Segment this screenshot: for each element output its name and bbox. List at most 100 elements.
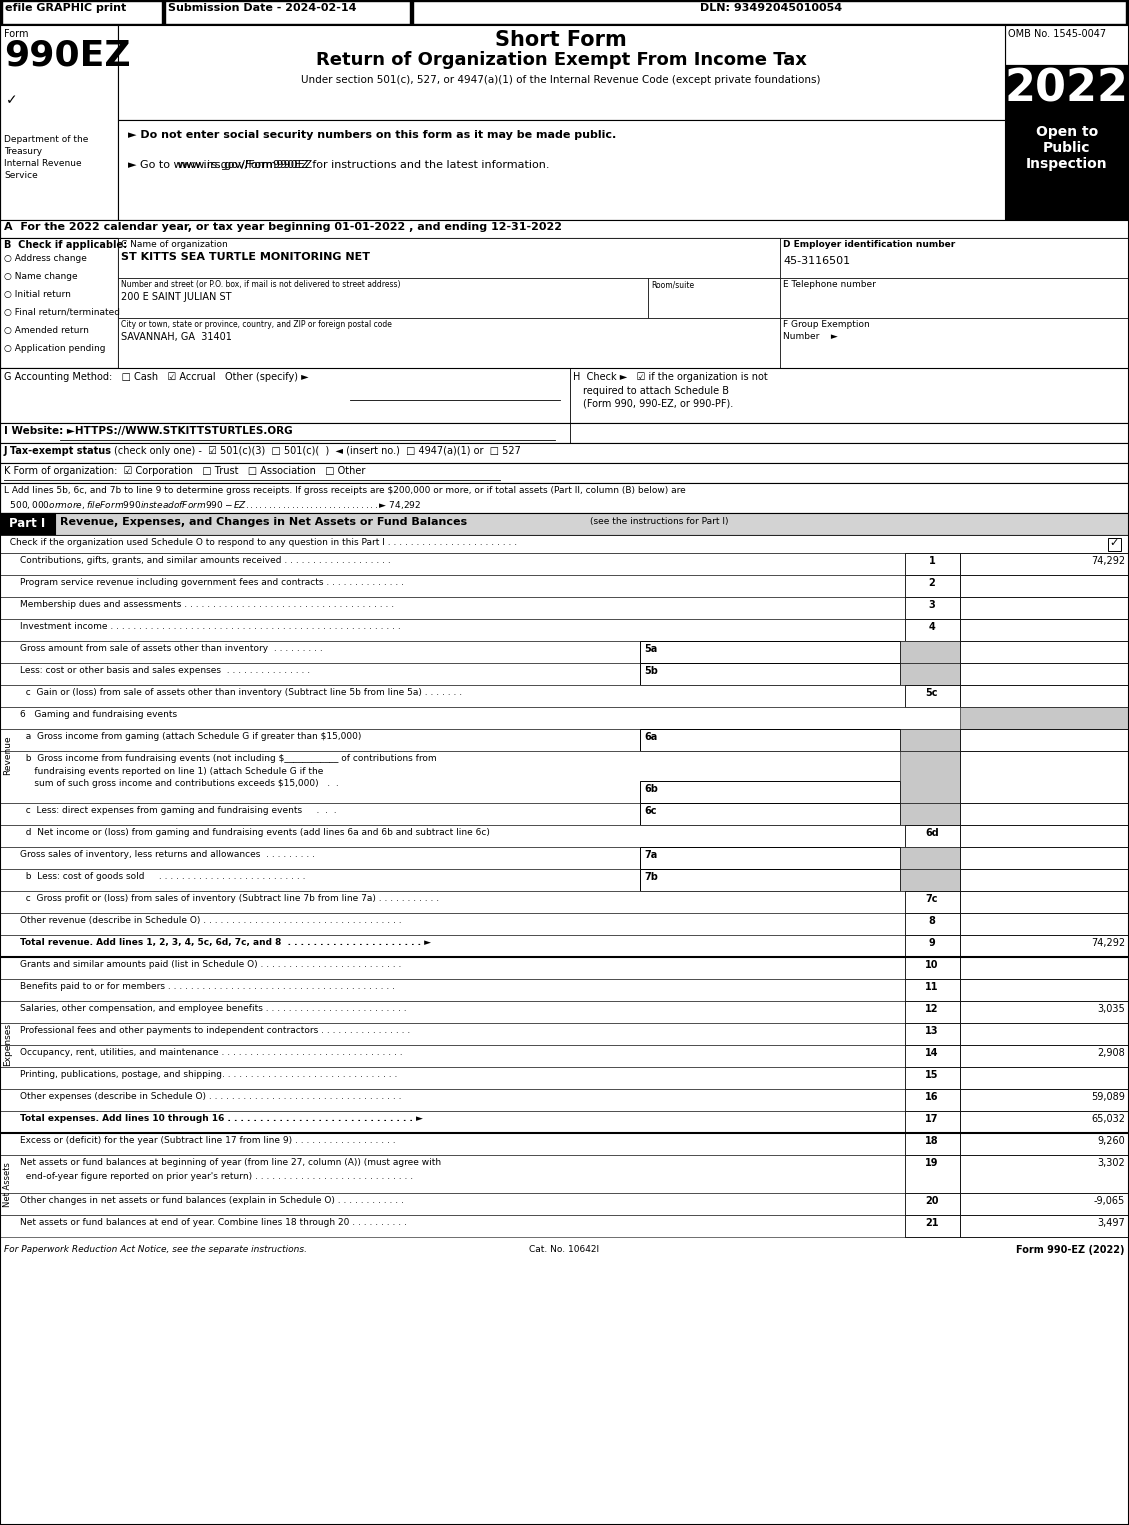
Text: ► Go to www.irs.gov/Form990EZ for instructions and the latest information.: ► Go to www.irs.gov/Form990EZ for instru… (128, 160, 550, 169)
Bar (960, 935, 1129, 958)
Bar (0, 483, 1129, 512)
Bar (0, 238, 119, 368)
Text: Gross sales of inventory, less returns and allowances  . . . . . . . . .: Gross sales of inventory, less returns a… (20, 849, 315, 859)
Text: Check if the organization used Schedule O to respond to any question in this Par: Check if the organization used Schedule … (5, 538, 517, 547)
Text: ► Do not enter social security numbers on this form as it may be made public.: ► Do not enter social security numbers o… (128, 130, 616, 140)
Bar (0, 24, 119, 220)
Bar (780, 278, 1129, 319)
Text: 2022: 2022 (1005, 67, 1129, 110)
Bar (960, 1215, 1129, 1237)
Text: ✓: ✓ (6, 93, 18, 107)
Text: Gross amount from sale of assets other than inventory  . . . . . . . . .: Gross amount from sale of assets other t… (20, 644, 323, 653)
Text: (Form 990, 990-EZ, or 990-PF).: (Form 990, 990-EZ, or 990-PF). (583, 398, 733, 409)
Text: Short Form: Short Form (496, 30, 627, 50)
Text: 65,032: 65,032 (1091, 1113, 1124, 1124)
Text: efile GRAPHIC print: efile GRAPHIC print (5, 3, 126, 14)
Bar (0, 220, 1129, 238)
Bar (0, 891, 1129, 913)
Bar (0, 619, 1129, 640)
Bar (960, 640, 1129, 663)
Bar (780, 319, 1129, 368)
Bar (905, 575, 960, 596)
Text: (see the instructions for Part I): (see the instructions for Part I) (590, 517, 728, 526)
Bar (960, 869, 1129, 891)
Text: Membership dues and assessments . . . . . . . . . . . . . . . . . . . . . . . . : Membership dues and assessments . . . . … (20, 599, 394, 608)
Text: 6c: 6c (644, 807, 656, 816)
Bar (960, 1089, 1129, 1112)
Bar (0, 663, 1129, 685)
Text: Form 990-EZ (2022): Form 990-EZ (2022) (1016, 1244, 1124, 1255)
Text: 14: 14 (926, 1048, 938, 1058)
Text: Under section 501(c), 527, or 4947(a)(1) of the Internal Revenue Code (except pr: Under section 501(c), 527, or 4947(a)(1)… (301, 75, 821, 85)
Bar (960, 846, 1129, 869)
Text: Expenses: Expenses (3, 1023, 12, 1066)
Bar (0, 958, 1129, 979)
Text: Total revenue. Add lines 1, 2, 3, 4, 5c, 6d, 7c, and 8  . . . . . . . . . . . . : Total revenue. Add lines 1, 2, 3, 4, 5c,… (20, 938, 431, 947)
Text: Department of the: Department of the (5, 136, 88, 143)
Text: 7b: 7b (644, 872, 658, 881)
Text: $500,000 or more, file Form 990 instead of Form 990-EZ . . . . . . . . . . . . .: $500,000 or more, file Form 990 instead … (5, 499, 421, 511)
Bar (1005, 66, 1129, 120)
Text: H  Check ►   ☑ if the organization is not: H Check ► ☑ if the organization is not (574, 372, 768, 381)
Text: 19: 19 (926, 1157, 938, 1168)
Bar (960, 1112, 1129, 1133)
Bar (0, 825, 1129, 846)
Bar (905, 1045, 960, 1067)
Text: 3,497: 3,497 (1097, 1218, 1124, 1228)
Text: -9,065: -9,065 (1094, 1196, 1124, 1206)
Bar (905, 1215, 960, 1237)
Bar (0, 1068, 1129, 1089)
Bar (1005, 24, 1129, 66)
Text: SAVANNAH, GA  31401: SAVANNAH, GA 31401 (121, 332, 231, 342)
Text: Number    ►: Number ► (784, 332, 838, 342)
Bar (0, 1045, 1129, 1067)
Bar (960, 1000, 1129, 1023)
Text: 74,292: 74,292 (1091, 938, 1124, 949)
Bar (640, 640, 900, 663)
Text: L Add lines 5b, 6c, and 7b to line 9 to determine gross receipts. If gross recei: L Add lines 5b, 6c, and 7b to line 9 to … (5, 486, 685, 496)
Text: E Telephone number: E Telephone number (784, 281, 876, 290)
Bar (960, 958, 1129, 979)
Bar (640, 663, 900, 685)
Text: c  Gain or (loss) from sale of assets other than inventory (Subtract line 5b fro: c Gain or (loss) from sale of assets oth… (20, 688, 462, 697)
Text: 12: 12 (926, 1003, 938, 1014)
Text: ST KITTS SEA TURTLE MONITORING NET: ST KITTS SEA TURTLE MONITORING NET (121, 252, 370, 262)
Text: Revenue: Revenue (3, 735, 12, 775)
Bar (960, 619, 1129, 640)
Text: 1: 1 (929, 557, 935, 566)
Bar (900, 663, 960, 685)
Bar (0, 1023, 1129, 1045)
Bar (900, 846, 960, 869)
Text: c  Gross profit or (loss) from sales of inventory (Subtract line 7b from line 7a: c Gross profit or (loss) from sales of i… (20, 894, 439, 903)
Text: D Employer identification number: D Employer identification number (784, 239, 955, 249)
Bar (960, 979, 1129, 1000)
Bar (905, 1193, 960, 1215)
Bar (905, 1068, 960, 1089)
Text: a  Gross income from gaming (attach Schedule G if greater than $15,000): a Gross income from gaming (attach Sched… (20, 732, 361, 741)
Text: ✓: ✓ (1109, 538, 1119, 547)
Text: 6   Gaming and fundraising events: 6 Gaming and fundraising events (20, 711, 177, 718)
Text: Professional fees and other payments to independent contractors . . . . . . . . : Professional fees and other payments to … (20, 1026, 410, 1035)
Bar (1108, 538, 1121, 551)
Text: b  Gross income from fundraising events (not including $____________ of contribu: b Gross income from fundraising events (… (20, 753, 437, 762)
Bar (905, 596, 960, 619)
Text: ○ Application pending: ○ Application pending (5, 345, 105, 352)
Text: K Form of organization:  ☑ Corporation   □ Trust   □ Association   □ Other: K Form of organization: ☑ Corporation □ … (5, 467, 366, 476)
Bar (0, 512, 1129, 535)
Text: 3,035: 3,035 (1097, 1003, 1124, 1014)
Bar (0, 464, 1129, 483)
Bar (165, 2, 410, 24)
Bar (0, 1112, 1129, 1133)
Bar (640, 804, 900, 825)
Text: ○ Amended return: ○ Amended return (5, 326, 89, 336)
Text: 18: 18 (925, 1136, 939, 1145)
Text: Cat. No. 10642I: Cat. No. 10642I (530, 1244, 599, 1254)
Bar (0, 535, 1129, 554)
Bar (0, 0, 1129, 24)
Bar (900, 729, 960, 750)
Text: Treasury: Treasury (5, 146, 42, 156)
Text: 200 E SAINT JULIAN ST: 200 E SAINT JULIAN ST (121, 291, 231, 302)
Text: required to attach Schedule B: required to attach Schedule B (583, 386, 729, 396)
Bar (960, 554, 1129, 575)
Text: Program service revenue including government fees and contracts . . . . . . . . : Program service revenue including govern… (20, 578, 404, 587)
